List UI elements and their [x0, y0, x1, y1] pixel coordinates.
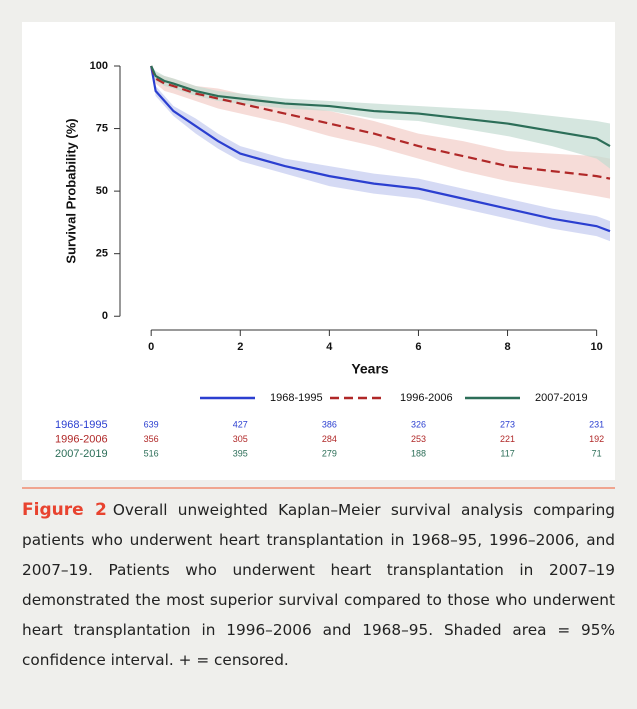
- confidence-band: [151, 66, 610, 242]
- risk-table-count: 117: [500, 448, 514, 458]
- risk-table-count: 231: [589, 419, 604, 429]
- y-tick-label: 75: [96, 122, 108, 134]
- figure-label: Figure 2: [22, 500, 107, 520]
- legend-label: 1968-1995: [270, 392, 323, 404]
- x-tick-label: 2: [237, 341, 243, 353]
- confidence-band: [151, 66, 610, 199]
- x-axis-label: Years: [351, 361, 389, 377]
- survival-line: [150, 65, 611, 148]
- risk-table-count: 279: [322, 448, 337, 458]
- risk-table-count: 253: [411, 434, 426, 444]
- risk-table-count: 305: [233, 434, 248, 444]
- risk-table-count: 427: [233, 419, 248, 429]
- survival-line: [150, 65, 611, 180]
- y-tick-label: 25: [96, 248, 108, 260]
- survival-line: [150, 65, 611, 233]
- risk-table-count: 639: [144, 419, 159, 429]
- caption-text: Overall unweighted Kaplan–Meier survival…: [22, 501, 615, 669]
- legend-label: 2007-2019: [535, 392, 588, 404]
- risk-table-label: 1996-2006: [55, 433, 108, 445]
- x-tick-label: 6: [415, 341, 421, 353]
- y-tick-label: 100: [90, 60, 108, 72]
- risk-table-count: 386: [322, 419, 337, 429]
- risk-table-count: 356: [144, 434, 159, 444]
- chart: Survival Probability (%) Years 0 25 50 75 10…: [22, 22, 615, 480]
- risk-table-count: 395: [233, 448, 248, 458]
- risk-table-count: 71: [592, 448, 602, 458]
- x-tick-label: 10: [591, 341, 603, 353]
- x-tick-label: 8: [504, 341, 510, 353]
- caption: Figure 2 Overall unweighted Kaplan–Meier …: [22, 487, 615, 675]
- y-tick-label: 0: [102, 310, 108, 322]
- risk-table-count: 188: [411, 448, 426, 458]
- risk-table-label: 1968-1995: [55, 419, 108, 431]
- risk-table-count: 516: [144, 448, 159, 458]
- risk-table-count: 326: [411, 419, 426, 429]
- legend-label: 1996-2006: [400, 392, 453, 404]
- x-tick-label: 0: [148, 341, 154, 353]
- risk-table-count: 273: [500, 419, 515, 429]
- risk-table-count: 221: [500, 434, 515, 444]
- risk-table-label: 2007-2019: [55, 448, 108, 460]
- figure-panel: [22, 22, 615, 480]
- y-axis-label: Survival Probability (%): [63, 118, 78, 263]
- risk-table-count: 192: [589, 434, 604, 444]
- risk-table-count: 284: [322, 434, 337, 444]
- y-tick-label: 50: [96, 185, 108, 197]
- confidence-band: [151, 66, 610, 169]
- x-tick-label: 4: [326, 341, 333, 353]
